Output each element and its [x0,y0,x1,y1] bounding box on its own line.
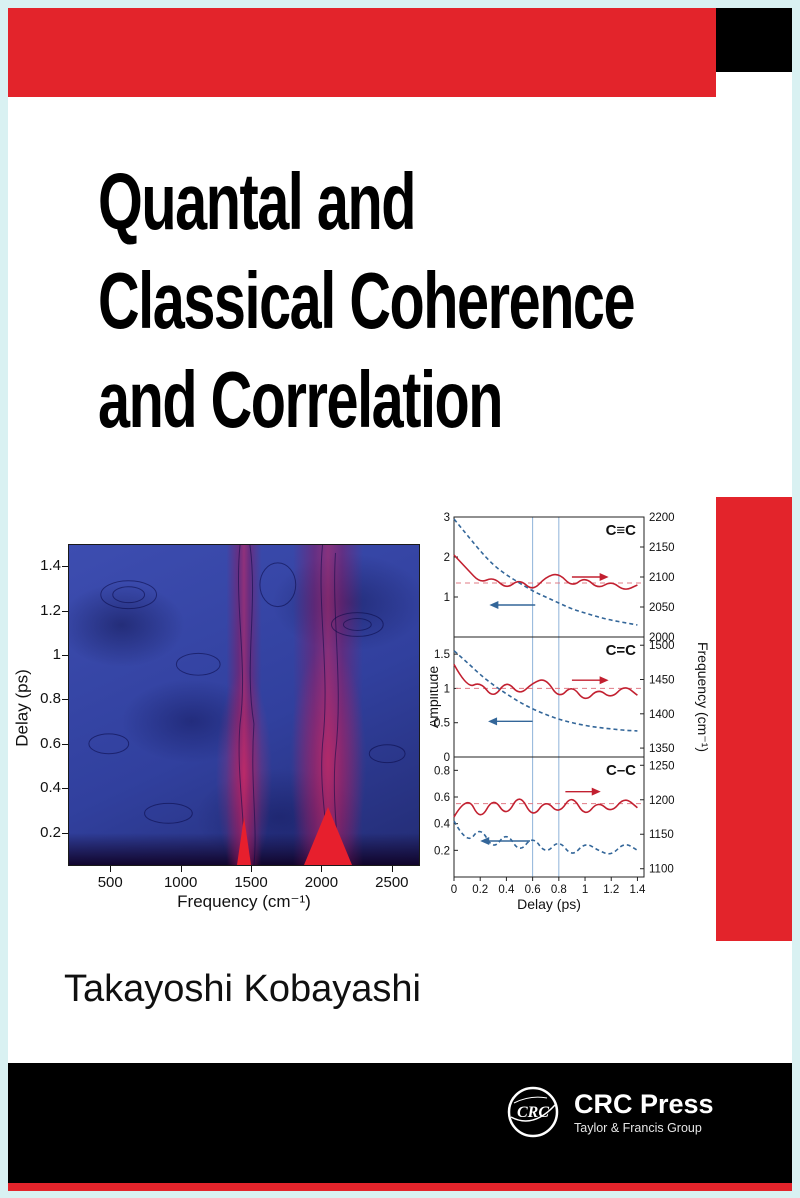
contour-figure: Delay (ps) [13,538,440,938]
left-tick-label: 0.6 [434,792,450,804]
contour-ytick-mark [62,743,68,745]
publisher-brand: CRC CRC Press Taylor & Francis Group [506,1085,714,1139]
contour-ytick-label: 0.6 [40,734,61,752]
crc-logo-text: CRC [517,1104,549,1121]
left-axis-arrow-head [488,717,498,726]
left-tick-label: 0.2 [434,845,450,857]
contour-xtick-label: 2000 [304,874,339,891]
contour-ytick-mark [62,832,68,834]
contour-ytick-mark [62,699,68,701]
contour-ytick-label: 0.4 [40,779,61,797]
left-tick-label: 1 [444,592,450,604]
contour-plot [68,544,420,866]
right-axis-arrow-head [599,676,609,685]
book-title: Quantal and Classical Coherence and Corr… [98,152,636,449]
right-tick-label: 1500 [649,640,675,652]
contour-xlabel: Frequency (cm⁻¹) [177,892,311,911]
x-tick-label: 0 [451,884,457,896]
contour-ytick-label: 1.2 [40,601,61,619]
x-tick-label: 0.6 [525,884,541,896]
contour-ytick-label: 1 [52,646,61,664]
contour-xtick-label: 500 [97,874,123,891]
contour-xtick-label: 1500 [234,874,268,891]
top-black-block [716,8,792,72]
left-tick-label: 0 [444,752,450,764]
top-red-banner [8,8,716,97]
amplitude-ylabel: Amplitude [430,666,441,728]
left-tick-label: 0.4 [434,819,451,831]
bond-label: C=C [606,642,637,659]
left-tick-label: 2 [444,552,450,564]
contour-ytick-label: 0.8 [40,690,61,708]
bottom-red-strip [8,1183,792,1191]
amplitude-panels: C≡C 1 2 3 2000 2050 2100 2150 2200 C=C 0 0.5 1 1.5 135… [425,512,711,912]
right-tick-label: 1400 [649,709,675,721]
contour-ytick-label: 1.4 [40,557,61,575]
right-tick-label: 1200 [649,795,675,807]
author-name: Takayoshi Kobayashi [64,968,421,1010]
contour-ytick-mark [62,655,68,657]
right-red-bar [716,497,792,941]
x-tick-label: 1.2 [603,884,619,896]
right-tick-label: 2050 [649,602,675,614]
publisher-name: CRC Press [574,1089,714,1119]
contour-xtick-mark [251,866,253,872]
crc-logo: CRC [507,1086,559,1138]
series-amplitude [453,664,638,700]
frequency-ylabel: Frequency (cm⁻¹) [695,642,711,752]
series-frequency [453,650,638,732]
contour-ytick-label: 0.2 [40,823,61,841]
bond-label: C≡C [606,522,637,539]
contour-ytick-mark [62,788,68,790]
publisher-text: CRC Press Taylor & Francis Group [574,1089,714,1135]
right-tick-label: 1450 [649,675,675,687]
x-tick-label: 1.4 [629,884,646,896]
contour-xtick-label: 2500 [375,874,409,891]
x-tick-label: 1 [582,884,588,896]
right-tick-label: 2200 [649,512,675,524]
x-tick-label: 0.2 [472,884,488,896]
left-tick-label: 1.5 [434,649,450,661]
contour-xtick-mark [180,866,182,872]
title-line-1: Quantal and [98,157,416,246]
right-tick-label: 1150 [649,829,674,841]
amplitude-figure: C≡C 1 2 3 2000 2050 2100 2150 2200 C=C 0 0.5 1 1.5 135… [425,503,730,933]
left-tick-label: 0.5 [434,718,450,730]
contour-xtick-label: 1000 [163,874,198,891]
delay-xlabel: Delay (ps) [517,896,581,912]
contour-ytick-mark [62,610,68,612]
right-tick-label: 1100 [649,864,674,876]
right-tick-label: 1250 [649,760,675,772]
right-axis-arrow-head [599,573,609,581]
contour-ytick-mark [62,566,68,568]
left-tick-label: 3 [444,512,450,524]
right-tick-label: 2000 [649,632,675,644]
right-tick-label: 1350 [649,743,675,755]
left-tick-label: 1 [444,683,450,695]
x-tick-label: 0.8 [551,884,567,896]
publisher-footer: CRC CRC Press Taylor & Francis Group [8,1063,792,1183]
x-tick-label: 0.4 [498,884,515,896]
series-amplitude [453,798,638,818]
series-frequency [453,820,638,855]
left-axis-arrow-head [480,837,490,845]
right-tick-label: 2150 [649,542,675,554]
right-axis-arrow-head [591,787,601,796]
contour-xtick-mark [110,866,112,872]
left-tick-label: 0.8 [434,765,450,777]
series-amplitude [453,554,638,590]
title-line-2: Classical Coherence [98,256,636,345]
right-tick-label: 2100 [649,572,675,584]
title-line-3: and Correlation [98,355,503,444]
contour-xtick-mark [321,866,323,872]
bond-label: C–C [606,762,636,779]
contour-xtick-mark [391,866,393,872]
series-frequency [453,518,638,626]
left-axis-arrow-head [489,601,499,609]
publisher-tagline: Taylor & Francis Group [574,1121,702,1135]
